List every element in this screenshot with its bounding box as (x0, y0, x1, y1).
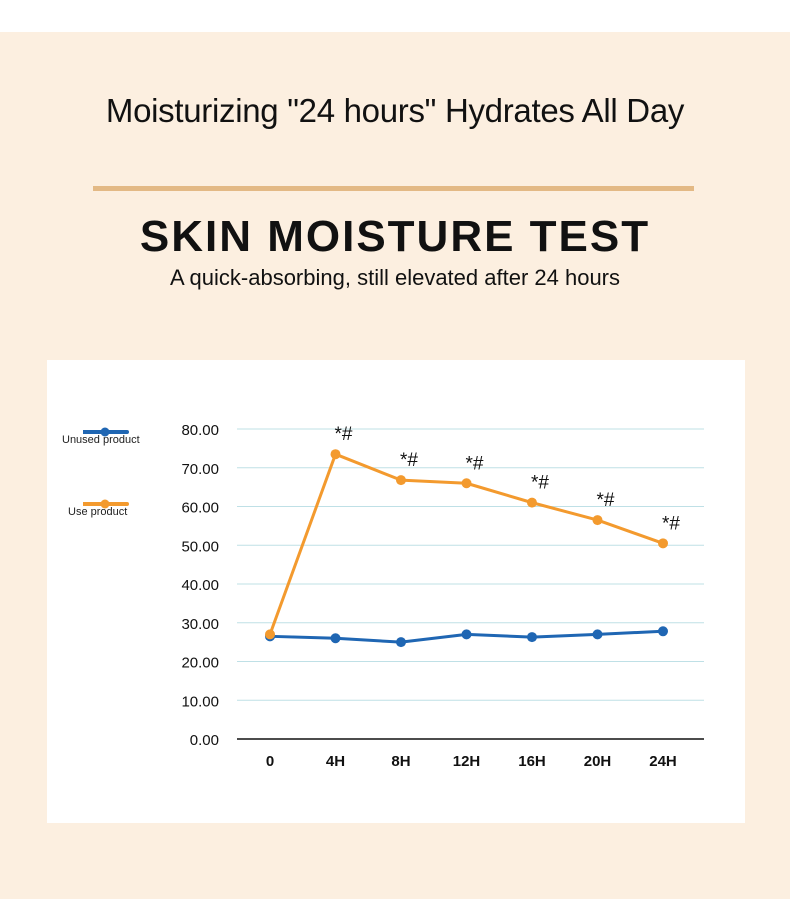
data-point-unused (330, 633, 341, 644)
x-tick-label: 12H (453, 753, 481, 770)
legend-item-unused: Unused product (47, 418, 167, 458)
significance-annotation: *# (597, 490, 615, 511)
data-point-use (396, 475, 406, 486)
x-tick-label: 20H (584, 753, 612, 770)
headline: Moisturizing "24 hours" Hydrates All Day (105, 92, 685, 129)
data-point-use (265, 629, 275, 640)
data-point-use (592, 515, 603, 526)
y-tick-label: 70.00 (181, 461, 219, 478)
significance-annotation: *# (531, 473, 549, 494)
subtitle: A quick-absorbing, still elevated after … (169, 265, 621, 290)
data-point-use (527, 497, 537, 508)
legend-marker-use (83, 499, 129, 509)
legend-marker-unused (83, 427, 129, 437)
data-point-unused (527, 632, 537, 643)
x-tick-label: 0 (266, 753, 274, 770)
data-point-use (658, 538, 668, 549)
y-tick-label: 50.00 (181, 538, 219, 555)
y-tick-label: 0.00 (190, 732, 219, 749)
significance-annotation: *# (466, 453, 484, 474)
line-chart: 0.00 10.00 20.00 30.00 40.00 50.00 60.00 70.00 8… (181, 422, 704, 770)
x-tick-label: 24H (649, 753, 677, 770)
y-tick-label: 20.00 (181, 655, 219, 672)
significance-annotation: *# (400, 450, 418, 471)
legend-label-unused: Unused product (62, 434, 140, 446)
significance-annotation: *# (662, 513, 680, 534)
data-point-unused (461, 629, 472, 640)
y-tick-label: 60.00 (181, 500, 219, 517)
data-point-use (461, 478, 472, 489)
data-point-unused (658, 626, 668, 637)
x-tick-label: 16H (518, 753, 546, 770)
x-tick-label: 4H (326, 753, 345, 770)
legend-label-use: Use product (68, 506, 128, 518)
data-point-use (330, 449, 341, 460)
data-point-unused (592, 629, 603, 640)
y-tick-label: 80.00 (181, 422, 219, 439)
legend-item-use: Use product (47, 490, 167, 530)
page-title: SKIN MOISTURE TEST (139, 212, 651, 261)
significance-annotation: *# (335, 424, 353, 445)
y-tick-label: 10.00 (181, 693, 219, 710)
divider (93, 186, 694, 191)
chart-card: Unused product Use product 0.00 10.00 20.0… (47, 360, 745, 823)
x-tick-label: 8H (391, 753, 410, 770)
y-tick-label: 30.00 (181, 616, 219, 633)
y-tick-label: 40.00 (181, 577, 219, 594)
data-point-unused (396, 637, 406, 648)
